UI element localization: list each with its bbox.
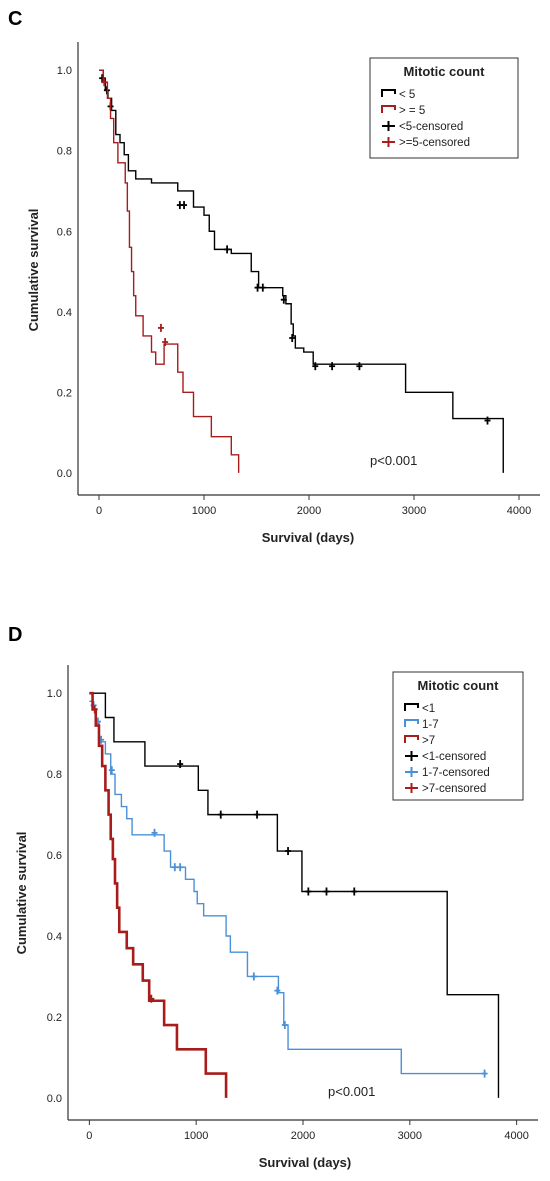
legend-entry-label: <5-censored xyxy=(399,121,463,133)
y-tick-label: 0.4 xyxy=(47,931,62,943)
p-value-annotation: p<0.001 xyxy=(328,1084,375,1099)
survival-curve-d-3 xyxy=(89,691,228,1098)
y-tick-label: 0.0 xyxy=(57,468,72,480)
x-tick-label: 0 xyxy=(96,505,102,517)
y-tick-label: 1.0 xyxy=(47,688,62,700)
y-tick-label: 0.6 xyxy=(47,850,62,862)
y-tick-label: 0.6 xyxy=(57,226,72,238)
legend-entry-label: 1-7 xyxy=(422,719,439,731)
legend-entry-label: >=5-censored xyxy=(399,137,470,149)
survival-curve-c-2 xyxy=(99,69,240,473)
legend-title: Mitotic count xyxy=(404,64,486,79)
x-axis-label: Survival (days) xyxy=(262,530,355,545)
y-axis-label: Cumulative survival xyxy=(26,209,41,332)
x-axis-label: Survival (days) xyxy=(259,1155,352,1170)
y-tick-label: 0.4 xyxy=(57,307,72,319)
x-tick-label: 4000 xyxy=(507,505,531,517)
legend-step-icon xyxy=(381,105,396,113)
legend-entry-label: 1-7-censored xyxy=(422,767,490,779)
legend-entry-label: >7 xyxy=(422,735,435,747)
legend: Mitotic count <1 1-7 >7 <1-censored 1-7-censo… xyxy=(392,671,524,801)
x-tick-label: 1000 xyxy=(192,505,216,517)
y-tick-label: 1.0 xyxy=(57,65,72,77)
survival-curve-c-1 xyxy=(99,69,504,473)
panel-label-d: D xyxy=(8,624,23,646)
x-tick-label: 1000 xyxy=(184,1130,208,1142)
x-tick-label: 2000 xyxy=(297,505,321,517)
legend-entry-label: >7-censored xyxy=(422,783,486,795)
y-tick-label: 0.2 xyxy=(57,387,72,399)
x-tick-label: 2000 xyxy=(291,1130,315,1142)
chart-panel-c: 0.0 0.2 0.4 0.6 0.8 1.0 0 1000 2000 3000 4000 Survi… xyxy=(26,42,540,545)
legend-step-icon xyxy=(404,719,419,727)
y-tick-label: 0.2 xyxy=(47,1012,62,1024)
legend-entry-label: <1 xyxy=(422,703,435,715)
legend-step-icon xyxy=(404,735,419,743)
y-tick-label: 0.8 xyxy=(47,769,62,781)
survival-curve-d-1 xyxy=(89,692,500,1098)
x-tick-label: 3000 xyxy=(402,505,426,517)
y-tick-label: 0.0 xyxy=(47,1093,62,1105)
legend-entry-label: <1-censored xyxy=(422,751,486,763)
chart-panel-d: 0.0 0.2 0.4 0.6 0.8 1.0 0 1000 2000 3000 4000 Survi… xyxy=(14,665,538,1170)
p-value-annotation: p<0.001 xyxy=(370,453,417,468)
x-tick-label: 0 xyxy=(86,1130,92,1142)
legend-entry-label: > = 5 xyxy=(399,105,425,117)
panel-label-c: C xyxy=(8,8,23,30)
legend-entry-label: < 5 xyxy=(399,89,415,101)
x-tick-label: 3000 xyxy=(398,1130,422,1142)
x-tick-label: 4000 xyxy=(504,1130,528,1142)
legend: Mitotic count < 5 > = 5 <5-censored >=5-cens… xyxy=(369,57,519,159)
legend-title: Mitotic count xyxy=(418,678,500,693)
y-tick-label: 0.8 xyxy=(57,146,72,158)
y-axis-label: Cumulative survival xyxy=(14,832,29,955)
legend-step-icon xyxy=(381,89,396,97)
legend-step-icon xyxy=(404,703,419,711)
